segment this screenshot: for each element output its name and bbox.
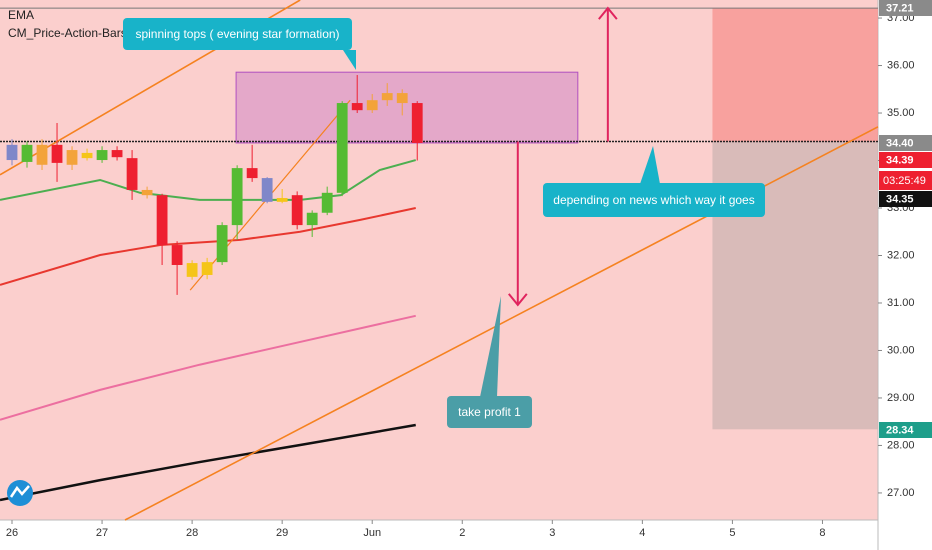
candle-body xyxy=(291,195,303,226)
x-tick-label: 26 xyxy=(6,527,18,539)
candle-body xyxy=(336,103,348,193)
indicator-line xyxy=(0,423,416,502)
candle-body xyxy=(411,103,423,143)
y-tick-label: 31.00 xyxy=(887,297,915,309)
y-tick-label: 29.00 xyxy=(887,392,915,404)
price-badge xyxy=(879,135,932,151)
candle-body xyxy=(51,144,63,163)
legend-item[interactable]: CM_Price-Action-Bars xyxy=(8,26,127,40)
x-tick-label: 8 xyxy=(819,527,825,539)
candle-body xyxy=(111,150,123,158)
price-badge xyxy=(879,0,932,16)
callout-pointer xyxy=(343,50,356,70)
callout-pointer xyxy=(640,146,660,184)
price-badge-label: 28.34 xyxy=(886,424,914,436)
candle-body xyxy=(321,192,333,213)
x-tick-label: 5 xyxy=(729,527,735,539)
candle-body xyxy=(231,168,243,226)
candle-body xyxy=(186,263,198,277)
callout-pointer xyxy=(480,296,501,397)
x-tick-label: 4 xyxy=(639,527,645,539)
y-tick-label: 35.00 xyxy=(887,107,915,119)
candle-body xyxy=(66,150,78,165)
candle-body xyxy=(381,93,393,101)
candle-body xyxy=(261,178,273,202)
indicator-line xyxy=(0,314,416,421)
candle-body xyxy=(156,195,168,246)
legend-item[interactable]: EMA xyxy=(8,8,35,22)
arrow-head xyxy=(508,293,528,307)
x-tick-label: 2 xyxy=(459,527,465,539)
price-badge-label: 34.39 xyxy=(886,154,914,166)
candle-body xyxy=(96,150,108,161)
pattern-box xyxy=(235,71,579,144)
x-tick-label: 29 xyxy=(276,527,288,539)
countdown-badge xyxy=(879,171,932,190)
indicator-line xyxy=(0,207,416,286)
y-tick-label: 27.00 xyxy=(887,487,915,499)
logo-glyph xyxy=(9,485,30,498)
candle-body xyxy=(246,168,258,179)
price-badge-label: 34.35 xyxy=(886,193,914,205)
candle-body xyxy=(126,158,138,190)
annotation: spinning tops ( evening star formation) xyxy=(123,18,352,50)
x-tick-label: 27 xyxy=(96,527,108,539)
candle-body xyxy=(201,262,213,275)
time-axis xyxy=(0,520,878,550)
x-tick-label: Jun xyxy=(363,527,381,539)
candle-body xyxy=(396,93,408,104)
price-badge-label: 37.21 xyxy=(886,2,914,14)
price-badge xyxy=(879,152,932,168)
x-tick-label: 3 xyxy=(549,527,555,539)
price-badge-label: 34.40 xyxy=(886,137,914,149)
candle-body xyxy=(171,245,183,265)
y-tick-label: 30.00 xyxy=(887,344,915,356)
candle-body xyxy=(141,189,153,196)
candle-body xyxy=(351,103,363,111)
price-axis xyxy=(878,0,932,550)
price-badge xyxy=(879,422,932,438)
plot-layer xyxy=(0,0,879,521)
candle-body xyxy=(6,144,18,161)
x-tick-label: 28 xyxy=(186,527,198,539)
annotation: take profit 1 xyxy=(447,396,532,428)
candle-body xyxy=(36,144,48,165)
candle-body xyxy=(81,152,93,159)
candle-body xyxy=(276,198,288,202)
annotation: depending on news which way it goes xyxy=(543,183,765,217)
y-tick-label: 32.00 xyxy=(887,249,915,261)
y-tick-label: 36.00 xyxy=(887,59,915,71)
y-tick-label: 28.00 xyxy=(887,439,915,451)
position-zone xyxy=(712,8,878,142)
arrow-head xyxy=(598,6,618,20)
candle-body xyxy=(366,100,378,111)
countdown-label: 03:25:49 xyxy=(883,175,926,187)
candle-body xyxy=(216,225,228,263)
price-badge xyxy=(879,191,932,207)
candle-body xyxy=(306,212,318,226)
candle-body xyxy=(21,144,33,162)
